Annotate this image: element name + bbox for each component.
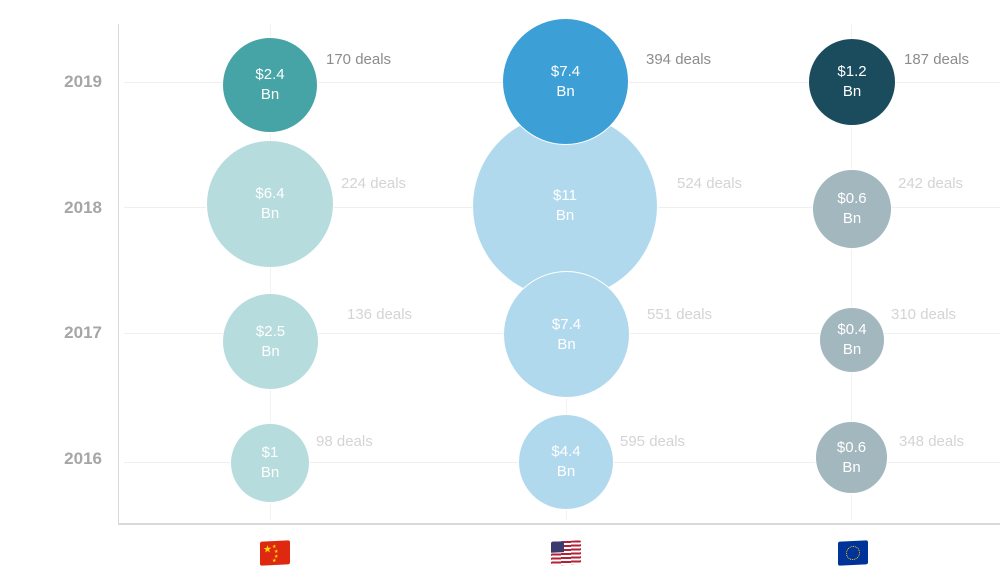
deals-china-2018: 224 deals (341, 175, 407, 192)
y-label-2018: 2018 (64, 198, 102, 217)
bubble-value: $6.4 (255, 185, 285, 202)
bubble-china-2016[interactable]: $1 Bn (230, 423, 310, 503)
deals-us-2018: 524 deals (677, 175, 743, 192)
bubble-china-2017[interactable]: $2.5 Bn (222, 293, 319, 390)
bubble-unit: Bn (556, 82, 575, 100)
deals-eu-2017: 310 deals (891, 306, 957, 323)
y-label-2017: 2017 (64, 323, 102, 342)
bubble-value: $0.6 (836, 438, 867, 456)
bubble-unit: Bn (260, 86, 280, 103)
bubble-value: $7.4 (550, 62, 581, 80)
bubble-us-2019[interactable]: $7.4 Bn (502, 18, 629, 145)
bubble-eu-2018[interactable]: $0.6 Bn (812, 169, 892, 249)
bubble-unit: Bn (842, 210, 862, 227)
bubble-unit: Bn (555, 207, 575, 224)
y-axis-line (118, 24, 119, 524)
gridline-eu (851, 24, 852, 520)
bubble-unit: Bn (261, 342, 280, 360)
deals-eu-2016: 348 deals (899, 433, 965, 450)
gridline-china (270, 24, 271, 520)
deals-china-2017: 136 deals (347, 306, 413, 323)
china-flag-icon: ★ ★ ★ ★ ★ (260, 540, 290, 566)
y-label-2016: 2016 (64, 449, 102, 468)
bubble-value: $0.6 (837, 190, 867, 207)
bubble-eu-2016[interactable]: $0.6 Bn (815, 421, 888, 494)
bubble-eu-2017[interactable]: $0.4 Bn (819, 307, 885, 373)
bubble-unit: Bn (260, 205, 280, 222)
bubble-value: $0.4 (837, 321, 867, 338)
bubble-unit: Bn (842, 341, 862, 358)
deals-eu-2019: 187 deals (904, 51, 970, 68)
bubble-us-2017[interactable]: $7.4 Bn (503, 271, 630, 398)
bubble-unit: Bn (260, 464, 280, 481)
bubble-unit: Bn (842, 458, 861, 476)
bubble-value: $1 (261, 444, 279, 461)
x-axis-line (118, 523, 1000, 525)
bubble-china-2018[interactable]: $6.4 Bn (206, 140, 334, 268)
bubble-unit: Bn (556, 463, 576, 480)
bubble-value: $4.4 (551, 443, 581, 460)
bubble-eu-2019[interactable]: $1.2 Bn (808, 38, 896, 126)
y-label-2019: 2019 (64, 72, 102, 91)
deals-us-2019: 394 deals (646, 51, 712, 68)
bubble-value: $2.5 (255, 322, 286, 340)
bubble-value: $1.2 (837, 63, 867, 80)
bubble-unit: Bn (842, 83, 862, 100)
bubble-china-2019[interactable]: $2.4 Bn (222, 37, 318, 133)
bubble-value: $7.4 (551, 315, 582, 333)
deals-eu-2018: 242 deals (898, 175, 964, 192)
us-flag-icon (551, 540, 581, 566)
bubble-us-2016[interactable]: $4.4 Bn (518, 414, 614, 510)
bubble-unit: Bn (557, 335, 576, 353)
deals-us-2016: 595 deals (620, 433, 686, 450)
deals-china-2019: 170 deals (326, 51, 392, 68)
bubble-value: $11 (553, 187, 577, 204)
deals-china-2016: 98 deals (316, 433, 373, 450)
deals-us-2017: 551 deals (647, 306, 713, 323)
eu-flag-icon (838, 540, 868, 566)
bubble-value: $2.4 (255, 66, 285, 83)
